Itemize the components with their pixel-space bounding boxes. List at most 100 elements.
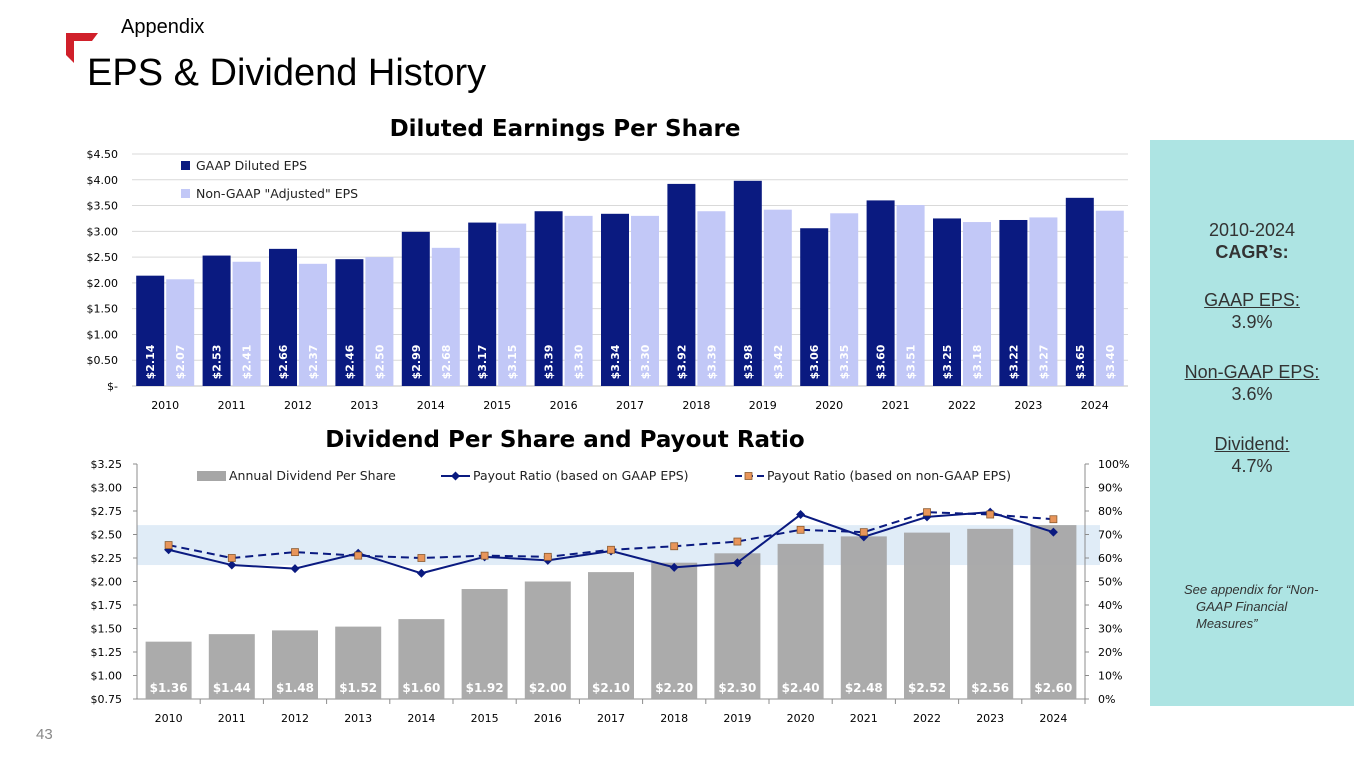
nongaap-eps-data-label: $3.42 [772, 345, 785, 380]
gaap-eps-data-label: $3.06 [808, 344, 821, 379]
cagr-label: CAGR’s: [1215, 242, 1289, 262]
dividend-chart-title: Dividend Per Share and Payout Ratio [325, 427, 805, 453]
nongaap-eps-bar [1029, 217, 1058, 386]
nongaap-eps-legend-swatch [181, 189, 190, 198]
eps-y-tick-label: $1.00 [87, 328, 119, 341]
gaap-eps-data-label: $2.66 [277, 344, 290, 379]
gaap-eps-bar [136, 275, 165, 386]
eps-x-tick-label: 2013 [350, 399, 378, 412]
dividend-bar [524, 581, 571, 699]
eps-y-tick-label: $4.00 [87, 174, 119, 187]
dividend-y-tick-label: $0.75 [91, 693, 123, 706]
nongaap-payout-marker [670, 542, 679, 551]
gaap-eps-data-label: $3.60 [875, 344, 888, 379]
nongaap-payout-marker [291, 548, 299, 557]
nongaap-payout-marker [859, 528, 868, 537]
dividend-y-tick-label: $1.25 [91, 646, 123, 659]
gaap-eps-data-label: $3.17 [476, 345, 489, 380]
nongaap-eps-data-label: $3.40 [1104, 344, 1117, 379]
dividend-bar [398, 619, 445, 699]
eps-x-tick-label: 2022 [948, 399, 976, 412]
dividend-chart: $0.75 $1.00 $1.25 $1.50 $1.75 $2.00 $2.25 $2.50… [91, 458, 1130, 725]
brand-corner-icon [66, 33, 98, 63]
dividend-x-tick-label: 2023 [976, 712, 1004, 725]
dividend-data-label: $1.60 [402, 681, 440, 695]
gaap-eps-bar [468, 222, 497, 386]
nongaap-eps-data-label: $2.07 [174, 345, 187, 380]
nongaap-payout-marker [1049, 515, 1058, 524]
dividend-y-tick-label: $2.75 [91, 505, 123, 518]
cagr-nongaap-eps: Non-GAAP EPS: 3.6% [1150, 361, 1354, 405]
nongaap-eps-bar [365, 257, 394, 386]
cagr-dividend-value: 4.7% [1231, 456, 1273, 476]
gaap-eps-bar [933, 218, 961, 386]
payout-y-tick-label: 30% [1098, 623, 1122, 636]
gaap-eps-bar [269, 248, 297, 386]
nongaap-payout-legend-marker [744, 472, 753, 480]
eps-x-tick-label: 2015 [483, 399, 511, 412]
gaap-payout-marker [416, 568, 426, 578]
dividend-bar [272, 630, 318, 699]
dividend-x-tick-label: 2015 [471, 712, 499, 725]
dividend-bar [208, 634, 255, 699]
eps-y-tick-label: $3.50 [87, 200, 119, 213]
nongaap-payout-legend-label: Payout Ratio (based on non-GAAP EPS) [767, 468, 1011, 483]
gaap-eps-data-label: $3.34 [609, 344, 622, 379]
nongaap-eps-bar [963, 222, 991, 386]
nongaap-eps-data-label: $3.35 [838, 345, 851, 380]
nongaap-eps-bar [830, 213, 859, 386]
gaap-payout-marker [732, 558, 742, 568]
dividend-data-label: $2.10 [592, 681, 630, 695]
nongaap-eps-data-label: $2.41 [241, 345, 254, 380]
dividend-data-label: $1.36 [150, 681, 188, 695]
nongaap-payout-marker [480, 551, 489, 560]
nongaap-eps-data-label: $3.27 [1037, 345, 1050, 380]
nongaap-payout-marker [417, 554, 426, 562]
gaap-eps-bar [1065, 197, 1094, 386]
nongaap-eps-data-label: $2.37 [307, 345, 320, 380]
eps-chart: $- $0.50 $1.00 $1.50 $2.00 $2.50 $3.00 $3.50 $4.… [87, 148, 1128, 412]
dividend-data-label: $1.92 [466, 681, 504, 695]
eps-y-tick-label: $4.50 [87, 148, 119, 161]
dividend-legend-swatch [197, 471, 226, 481]
cagr-heading: 2010-2024 CAGR’s: [1150, 219, 1354, 263]
dividend-x-tick-label: 2010 [155, 712, 183, 725]
dividend-data-label: $1.52 [339, 681, 377, 695]
dividend-y-tick-label: $3.25 [91, 458, 123, 471]
footnote-line-3: Measures” [1196, 616, 1258, 631]
cagr-period: 2010-2024 [1208, 220, 1296, 240]
dividend-x-tick-label: 2013 [344, 712, 372, 725]
gaap-eps-legend-swatch [181, 161, 190, 170]
gaap-eps-data-label: $2.46 [343, 344, 356, 379]
footnote-line-1: See appendix for “Non- [1184, 582, 1319, 597]
cagr-dividend-label: Dividend: [1214, 434, 1290, 454]
cagr-gaap-eps: GAAP EPS: 3.9% [1150, 289, 1354, 333]
nongaap-eps-bar [697, 211, 726, 386]
gaap-payout-marker [227, 560, 237, 570]
dividend-x-tick-label: 2018 [660, 712, 688, 725]
gaap-eps-data-label: $3.65 [1074, 345, 1087, 380]
nongaap-payout-marker [923, 508, 931, 517]
nongaap-eps-data-label: $3.39 [705, 345, 718, 380]
gaap-eps-bar [999, 219, 1028, 386]
gaap-eps-data-label: $3.22 [1007, 345, 1020, 380]
dividend-data-label: $2.60 [1034, 681, 1072, 695]
dividend-data-label: $2.30 [718, 681, 756, 695]
nongaap-eps-bar [1095, 210, 1124, 386]
dividend-y-tick-label: $2.00 [91, 576, 123, 589]
eps-x-tick-label: 2016 [550, 399, 578, 412]
eps-y-tick-label: $2.00 [87, 277, 119, 290]
dividend-data-label: $2.52 [908, 681, 946, 695]
dividend-x-tick-label: 2024 [1039, 712, 1067, 725]
nongaap-eps-bar [299, 263, 327, 386]
eps-x-tick-label: 2010 [151, 399, 179, 412]
payout-y-tick-label: 0% [1098, 693, 1115, 706]
dividend-data-label: $2.20 [655, 681, 693, 695]
gaap-eps-bar [534, 211, 563, 386]
gaap-eps-bar [202, 255, 231, 386]
dividend-y-tick-label: $3.00 [91, 482, 123, 495]
dividend-bar [840, 536, 887, 699]
dividend-data-label: $2.48 [845, 681, 883, 695]
dividend-x-tick-label: 2014 [407, 712, 435, 725]
nongaap-eps-bar [166, 279, 195, 386]
